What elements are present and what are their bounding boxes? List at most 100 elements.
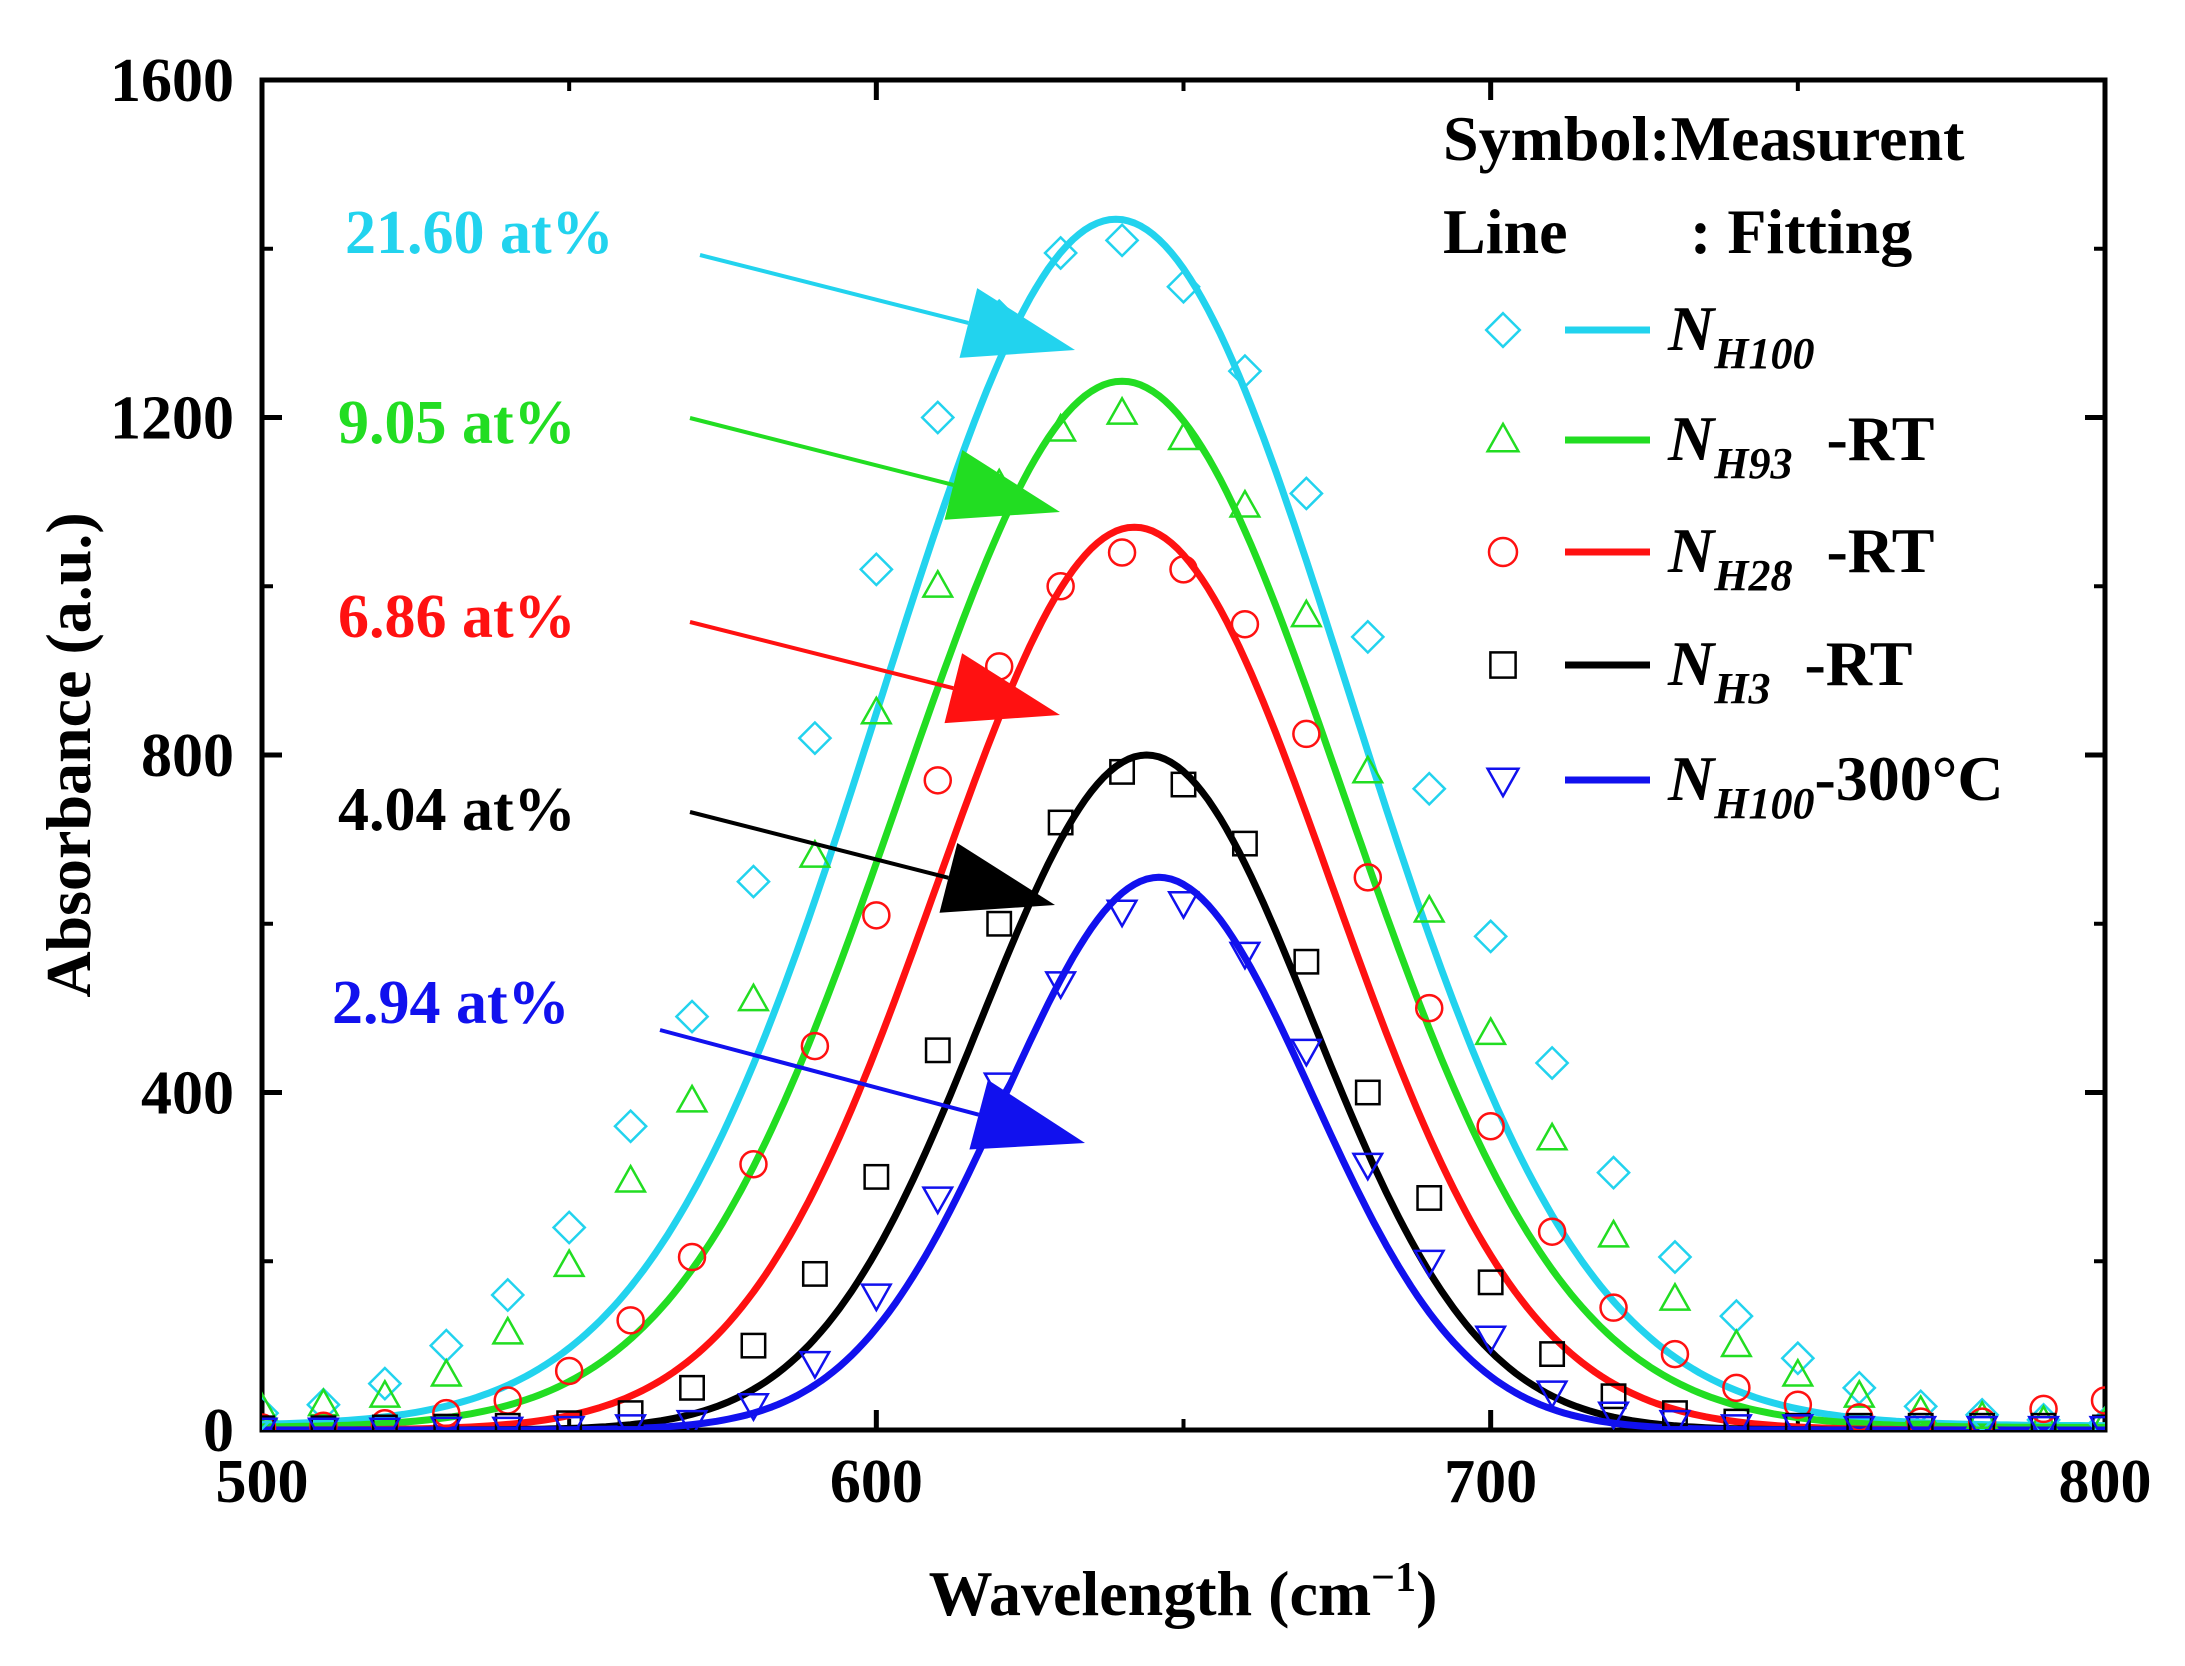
concentration-label-nh100-300c: 2.94 at% bbox=[332, 969, 570, 1037]
data-point-series-0 bbox=[306, 1387, 341, 1423]
data-point-series-4 bbox=[614, 1414, 648, 1430]
data-point-series-1 bbox=[552, 1247, 586, 1278]
data-point-series-2 bbox=[1230, 609, 1260, 639]
data-point-series-1 bbox=[921, 568, 955, 598]
data-point-series-4 bbox=[1474, 1325, 1508, 1355]
data-point-series-0 bbox=[736, 864, 771, 899]
data-point-series-3 bbox=[740, 1332, 767, 1359]
data-point-series-0 bbox=[1964, 1397, 2000, 1430]
data-point-series-3 bbox=[1109, 758, 1136, 785]
x-axis-title: Wavelength (cm−1) bbox=[929, 1555, 1438, 1629]
concentration-label-nh93: 9.05 at% bbox=[338, 389, 576, 457]
data-point-series-2 bbox=[1414, 993, 1444, 1023]
ticks: 500 600 700 800 0 400 800 1200 1600 bbox=[110, 47, 2152, 1516]
data-point-series-3 bbox=[1170, 771, 1197, 798]
data-point-series-3 bbox=[1662, 1400, 1688, 1427]
data-point-series-2 bbox=[1476, 1112, 1505, 1141]
arrow-head bbox=[969, 1079, 1085, 1150]
y-axis-title: Absorbance (a.u.) bbox=[33, 512, 104, 997]
data-point-series-0 bbox=[613, 1108, 648, 1144]
data-point-series-2 bbox=[1353, 863, 1383, 892]
arrow-shaft bbox=[689, 810, 949, 880]
data-point-series-0 bbox=[262, 1395, 280, 1430]
data-point-series-3 bbox=[1600, 1383, 1627, 1410]
legend-entries: NH100 NH93 -RT NH28 -RT NH3 -RT NH100-300°C bbox=[1484, 293, 2004, 828]
data-point-series-0 bbox=[1473, 919, 1509, 954]
data-point-series-4 bbox=[1412, 1249, 1446, 1279]
data-point-series-1 bbox=[1474, 1015, 1508, 1046]
data-point-series-4 bbox=[1044, 971, 1078, 1001]
data-point-series-1 bbox=[1781, 1357, 1815, 1387]
y-tick-label: 1200 bbox=[110, 385, 234, 453]
data-point-series-0 bbox=[1596, 1155, 1631, 1191]
data-point-series-4 bbox=[552, 1415, 586, 1430]
data-point-series-4 bbox=[1289, 1038, 1323, 1068]
data-point-series-2 bbox=[1292, 719, 1321, 749]
data-point-series-0 bbox=[1166, 269, 1201, 305]
concentration-label-nh28: 6.86 at% bbox=[338, 583, 576, 651]
data-point-series-1 bbox=[1719, 1328, 1753, 1358]
data-point-series-4 bbox=[859, 1283, 893, 1313]
data-point-series-4 bbox=[1658, 1409, 1692, 1430]
data-point-series-3 bbox=[2092, 1414, 2105, 1430]
data-point-series-0 bbox=[1719, 1298, 1754, 1334]
y-tick-label: 1600 bbox=[110, 47, 234, 115]
data-point-series-4 bbox=[798, 1350, 832, 1380]
data-point-series-0 bbox=[1350, 619, 1386, 655]
arrow-shaft bbox=[659, 1028, 980, 1117]
data-point-series-3 bbox=[1477, 1269, 1504, 1296]
data-point-series-0 bbox=[858, 552, 894, 587]
concentration-arrows bbox=[659, 253, 1085, 1150]
data-point-series-0 bbox=[367, 1366, 403, 1401]
data-point-series-1 bbox=[737, 982, 770, 1012]
data-point-series-3 bbox=[1354, 1079, 1381, 1106]
data-point-series-0 bbox=[490, 1277, 526, 1313]
data-point-series-0 bbox=[920, 400, 956, 435]
data-markers bbox=[262, 222, 2105, 1430]
data-point-series-1 bbox=[1412, 893, 1446, 923]
legend-label: NH28 -RT bbox=[1667, 515, 1934, 600]
data-point-series-3 bbox=[1047, 809, 1074, 836]
x-tick-label: 500 bbox=[216, 1448, 309, 1516]
data-point-series-3 bbox=[1969, 1412, 1996, 1430]
data-point-series-2 bbox=[1107, 538, 1137, 567]
data-point-series-2 bbox=[262, 1413, 277, 1430]
data-point-series-1 bbox=[368, 1378, 402, 1408]
data-point-series-1 bbox=[1228, 488, 1262, 518]
data-point-series-2 bbox=[432, 1398, 461, 1428]
data-point-series-0 bbox=[1780, 1340, 1816, 1376]
data-point-series-2 bbox=[1046, 572, 1075, 601]
data-point-series-4 bbox=[491, 1416, 525, 1430]
data-point-series-1 bbox=[1842, 1378, 1876, 1408]
legend-label: NH93 -RT bbox=[1667, 403, 1934, 488]
data-point-series-4 bbox=[2027, 1415, 2061, 1430]
data-point-series-2 bbox=[1537, 1217, 1567, 1246]
y-tick-label: 0 bbox=[203, 1397, 234, 1465]
data-point-series-1 bbox=[1167, 421, 1200, 451]
data-point-series-1 bbox=[798, 838, 832, 868]
legend-header-line: Line bbox=[1443, 196, 1567, 267]
data-point-series-3 bbox=[1784, 1412, 1811, 1430]
data-point-series-3 bbox=[1293, 948, 1320, 975]
data-point-series-4 bbox=[368, 1417, 402, 1430]
data-point-series-3 bbox=[433, 1413, 460, 1430]
fit-curves bbox=[262, 215, 2105, 1430]
data-point-series-4 bbox=[2088, 1415, 2105, 1430]
data-point-series-4 bbox=[429, 1416, 463, 1430]
arrow-head bbox=[944, 653, 1060, 724]
data-point-series-1 bbox=[1658, 1281, 1692, 1311]
data-point-series-2 bbox=[1722, 1373, 1751, 1403]
arrow-shaft bbox=[689, 416, 954, 487]
data-point-series-3 bbox=[863, 1163, 890, 1190]
data-point-series-4 bbox=[1167, 891, 1200, 921]
data-point-series-4 bbox=[1535, 1380, 1569, 1410]
data-point-series-4 bbox=[1965, 1415, 1999, 1430]
data-point-series-2 bbox=[309, 1411, 338, 1430]
data-point-series-1 bbox=[1904, 1393, 1938, 1424]
data-point-series-1 bbox=[859, 695, 893, 725]
data-point-series-4 bbox=[1105, 899, 1139, 929]
data-point-series-2 bbox=[677, 1242, 707, 1272]
data-point-series-4 bbox=[737, 1393, 770, 1423]
